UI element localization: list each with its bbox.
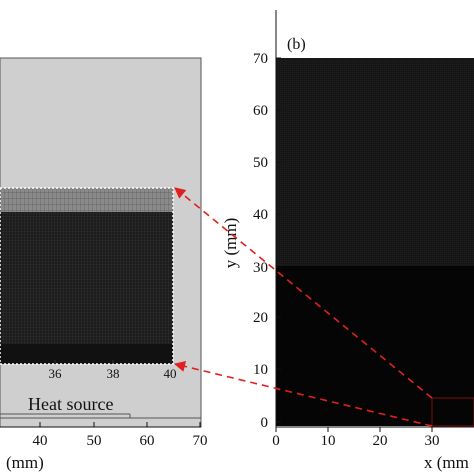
mesh-lower-region	[276, 266, 474, 426]
right-x-axis-label: x (mm	[424, 453, 469, 472]
inset-mesh-bottom-band	[0, 344, 173, 364]
right-x-tick-label: 0	[272, 433, 280, 449]
right-y-axis-label: y (mm)	[221, 218, 240, 269]
inset-tick-label: 36	[49, 366, 63, 381]
left-x-tick-label: 50	[87, 433, 102, 449]
heat-source-label: Heat source	[28, 394, 113, 414]
right-panel: (b) 0 10 20 30 40 50 60 70 y (mm)	[221, 10, 474, 472]
left-x-tick-label: 40	[33, 433, 48, 449]
inset-x-ticks	[54, 360, 172, 364]
left-x-ticks	[39, 422, 201, 427]
right-y-tick-label: 40	[253, 207, 268, 223]
right-y-tick-label: 10	[253, 362, 268, 378]
right-x-tick-label: 20	[373, 433, 388, 449]
zoom-arrow-top	[174, 187, 433, 399]
inset-mesh-body	[0, 212, 173, 344]
mesh-upper-region	[276, 58, 474, 266]
left-x-axis-label: (mm)	[6, 453, 44, 472]
inset-tick-label: 40	[164, 366, 177, 381]
right-y-tick-label: 20	[253, 310, 268, 326]
zoom-arrows	[173, 187, 433, 427]
inset-mesh-top-band	[0, 188, 173, 212]
zoom-arrow-bottom	[173, 360, 433, 427]
left-panel: 36 38 40 Heat source 40 50 60 70 (mm)	[0, 57, 208, 472]
right-y-tick-label: 0	[261, 415, 269, 431]
right-y-ticks	[276, 57, 281, 423]
right-x-ticks	[275, 427, 433, 432]
inset-frame	[0, 187, 174, 365]
right-y-tick-label: 60	[253, 103, 268, 119]
heat-source-region	[0, 413, 201, 419]
right-x-tick-label: 30	[425, 433, 440, 449]
panel-label-b: (b)	[287, 36, 306, 53]
right-y-tick-label: 70	[253, 51, 268, 67]
right-y-tick-label: 50	[253, 155, 268, 171]
right-y-tick-label: 30	[253, 260, 268, 276]
left-x-tick-label: 60	[140, 433, 155, 449]
heat-source-mesh-box	[431, 397, 474, 427]
right-x-tick-label: 10	[321, 433, 336, 449]
inset-tick-label: 38	[107, 366, 120, 381]
left-x-tick-label: 70	[193, 433, 208, 449]
